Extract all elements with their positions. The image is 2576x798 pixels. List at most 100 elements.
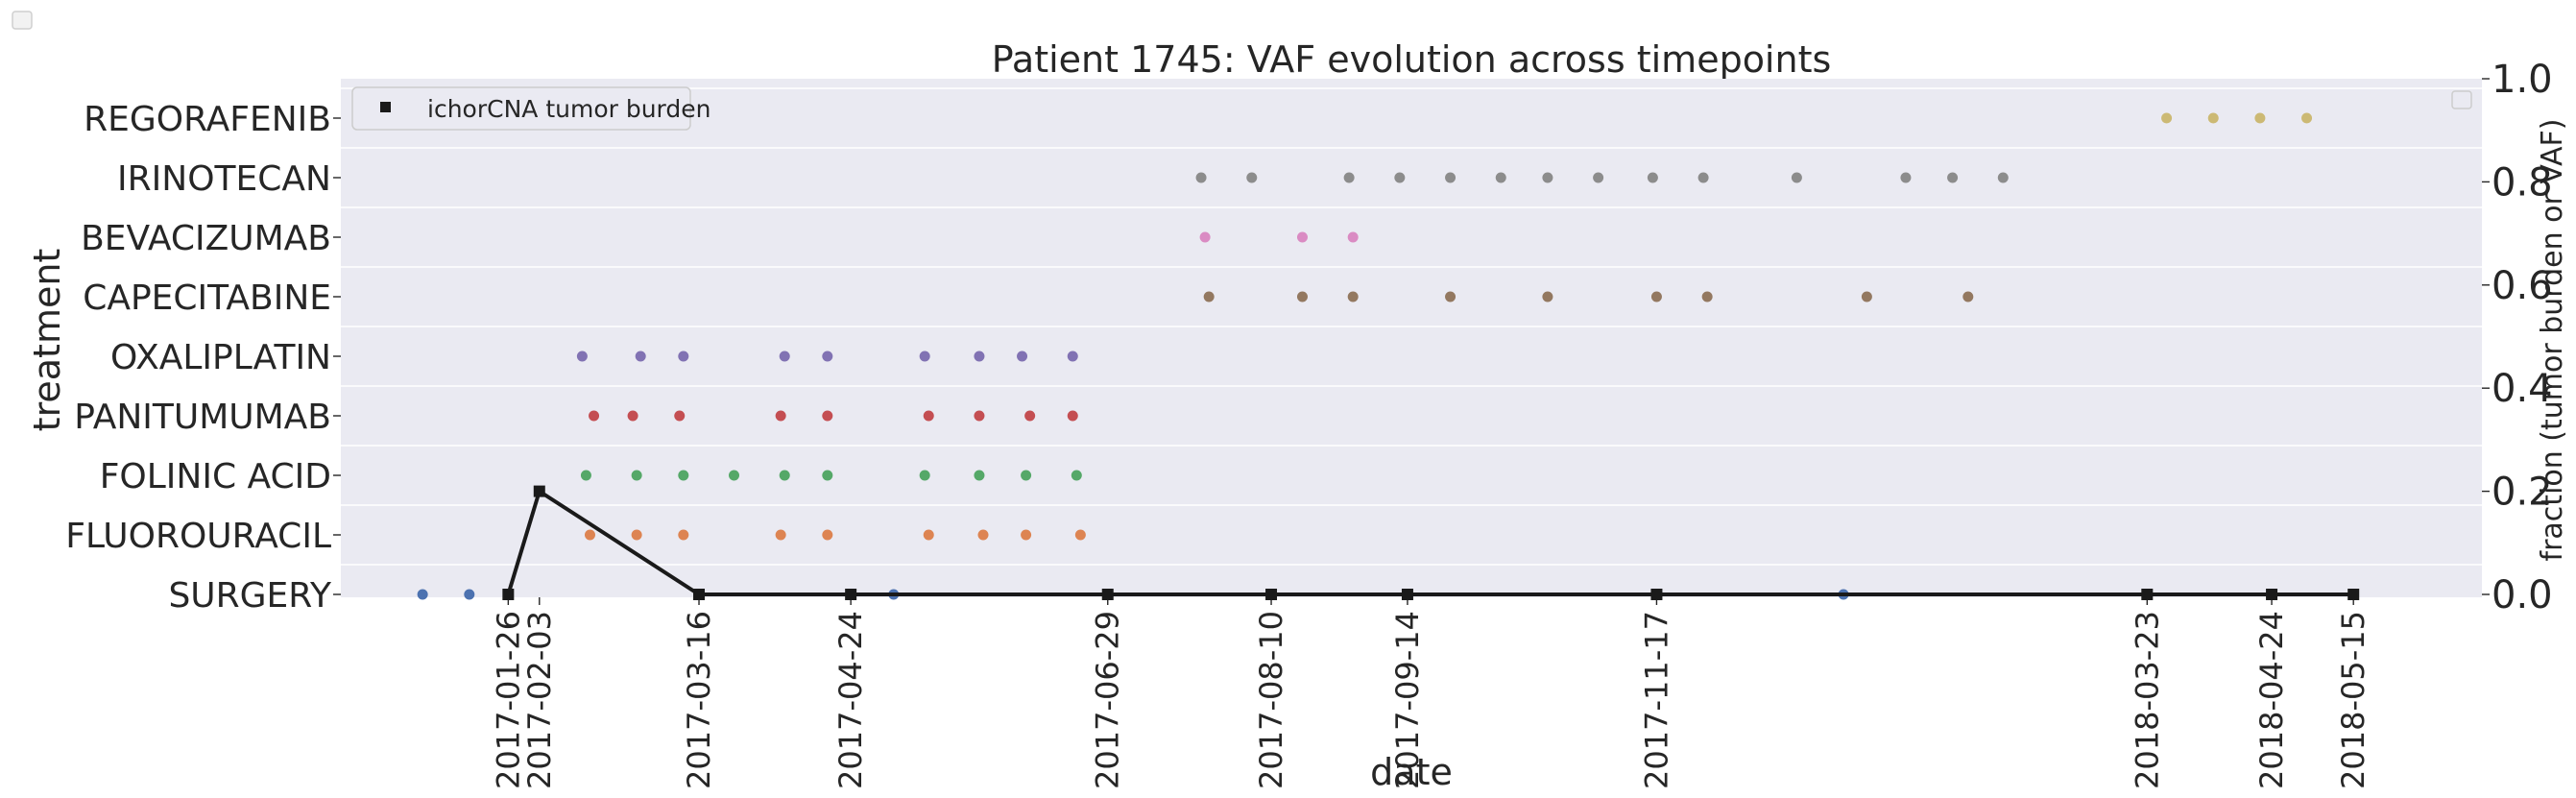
treatment-point bbox=[2254, 112, 2266, 124]
treatment-point bbox=[1542, 291, 1553, 302]
treatment-point bbox=[923, 529, 934, 541]
treatment-point bbox=[1445, 172, 1457, 183]
x-tick-label: 2017-08-10 bbox=[1253, 611, 1289, 789]
treatment-point bbox=[1071, 470, 1082, 481]
treatment-point bbox=[1024, 410, 1036, 422]
treatment-point bbox=[1347, 231, 1359, 243]
treatment-point bbox=[1021, 529, 1032, 541]
figure-corner-box bbox=[12, 11, 33, 30]
treatment-point bbox=[919, 470, 930, 481]
x-tick-label: 2017-02-03 bbox=[521, 611, 558, 789]
treatment-point bbox=[576, 351, 588, 362]
treatment-point bbox=[678, 470, 689, 481]
treatment-point bbox=[1394, 172, 1406, 183]
treatment-point bbox=[1067, 351, 1078, 362]
plot-area bbox=[341, 79, 2482, 597]
tumor-burden-marker bbox=[1401, 589, 1413, 600]
secondary-legend-box bbox=[2451, 90, 2472, 109]
legend-marker-square bbox=[380, 102, 391, 112]
treatment-point bbox=[779, 470, 790, 481]
y-tick-labels: SURGERY FLUOROURACIL FOLINIC ACID PANITUMUM… bbox=[65, 100, 341, 616]
y-tick-label: FOLINIC ACID bbox=[100, 457, 331, 496]
treatment-point bbox=[1203, 291, 1215, 302]
tumor-burden-marker bbox=[2141, 589, 2154, 600]
treatment-point bbox=[1017, 351, 1028, 362]
treatment-point bbox=[729, 470, 740, 481]
treatment-point bbox=[627, 410, 638, 422]
treatment-point bbox=[1647, 172, 1658, 183]
treatment-point bbox=[1246, 172, 1258, 183]
treatment-point bbox=[1542, 172, 1553, 183]
treatment-point bbox=[1947, 172, 1959, 183]
tumor-burden-marker bbox=[533, 485, 545, 497]
treatment-point bbox=[1074, 529, 1086, 541]
treatment-point bbox=[822, 470, 833, 481]
treatment-point bbox=[1701, 291, 1713, 302]
x-tick-label: 2017-03-16 bbox=[681, 611, 717, 789]
x-tick-label: 2017-04-24 bbox=[832, 611, 869, 789]
treatment-point bbox=[631, 470, 642, 481]
treatment-point bbox=[1343, 172, 1355, 183]
treatment-point bbox=[1021, 470, 1032, 481]
treatment-point bbox=[1593, 172, 1604, 183]
y2-tick-label: 1.0 bbox=[2492, 58, 2553, 102]
treatment-point bbox=[2161, 112, 2173, 124]
treatment-point bbox=[822, 410, 833, 422]
tumor-burden-marker bbox=[845, 589, 857, 600]
x-tick-label: 2017-01-26 bbox=[490, 611, 526, 789]
y2-tick-label: 0.6 bbox=[2492, 264, 2553, 308]
legend-frame bbox=[351, 86, 691, 131]
y2-tick-label: 0.0 bbox=[2492, 573, 2553, 617]
y2-tick-labels: 0.0 0.2 0.4 0.6 0.8 1.0 bbox=[2482, 58, 2553, 617]
treatment-point bbox=[584, 529, 595, 541]
y2-tick-label: 0.2 bbox=[2492, 471, 2553, 515]
y2-tick-label: 0.4 bbox=[2492, 367, 2553, 411]
grid-lines bbox=[341, 87, 2482, 566]
treatment-points bbox=[417, 112, 2313, 600]
tumor-burden-series bbox=[502, 485, 2360, 600]
tumor-burden-marker bbox=[693, 589, 706, 600]
x-tick-label: 2018-05-15 bbox=[2335, 611, 2371, 789]
treatment-point bbox=[974, 351, 985, 362]
x-axis-label: date bbox=[1370, 751, 1453, 793]
y-tick-label: PANITUMUMAB bbox=[74, 398, 331, 437]
treatment-point bbox=[678, 529, 689, 541]
treatment-point bbox=[923, 410, 934, 422]
tumor-burden-marker bbox=[1650, 589, 1663, 600]
tumor-burden-marker bbox=[1265, 589, 1278, 600]
x-tick-label: 2017-06-29 bbox=[1090, 611, 1126, 789]
treatment-point bbox=[1296, 291, 1308, 302]
tumor-burden-marker bbox=[2347, 589, 2360, 600]
treatment-point bbox=[775, 529, 786, 541]
treatment-point bbox=[1296, 231, 1308, 243]
y-tick-label: BEVACIZUMAB bbox=[81, 219, 331, 258]
x-tick-label: 2017-11-17 bbox=[1638, 611, 1674, 789]
treatment-point bbox=[822, 529, 833, 541]
treatment-point bbox=[417, 589, 428, 600]
treatment-point bbox=[974, 470, 985, 481]
treatment-point bbox=[635, 351, 646, 362]
treatment-point bbox=[2301, 112, 2313, 124]
treatment-point bbox=[1347, 291, 1359, 302]
y-tick-label: OXALIPLATIN bbox=[110, 338, 331, 377]
treatment-point bbox=[1495, 172, 1506, 183]
treatment-point bbox=[1861, 291, 1872, 302]
y2-axis-label: fraction (tumor burden or VAF) bbox=[2536, 119, 2569, 562]
treatment-point bbox=[1962, 291, 1974, 302]
treatment-point bbox=[1997, 172, 2009, 183]
x-tick-label: 2018-04-24 bbox=[2253, 611, 2290, 789]
treatment-point bbox=[580, 470, 591, 481]
treatment-point bbox=[1067, 410, 1078, 422]
treatment-point bbox=[674, 410, 686, 422]
y-tick-label: FLUOROURACIL bbox=[65, 517, 331, 556]
y-axis-label: treatment bbox=[26, 249, 68, 432]
treatment-point bbox=[1791, 172, 1802, 183]
treatment-point bbox=[1900, 172, 1912, 183]
tumor-burden-marker bbox=[1101, 589, 1114, 600]
treatment-point bbox=[1445, 291, 1457, 302]
treatment-point bbox=[1650, 291, 1662, 302]
y-tick-label: SURGERY bbox=[168, 576, 332, 616]
legend: ichorCNA tumor burden bbox=[351, 86, 710, 131]
